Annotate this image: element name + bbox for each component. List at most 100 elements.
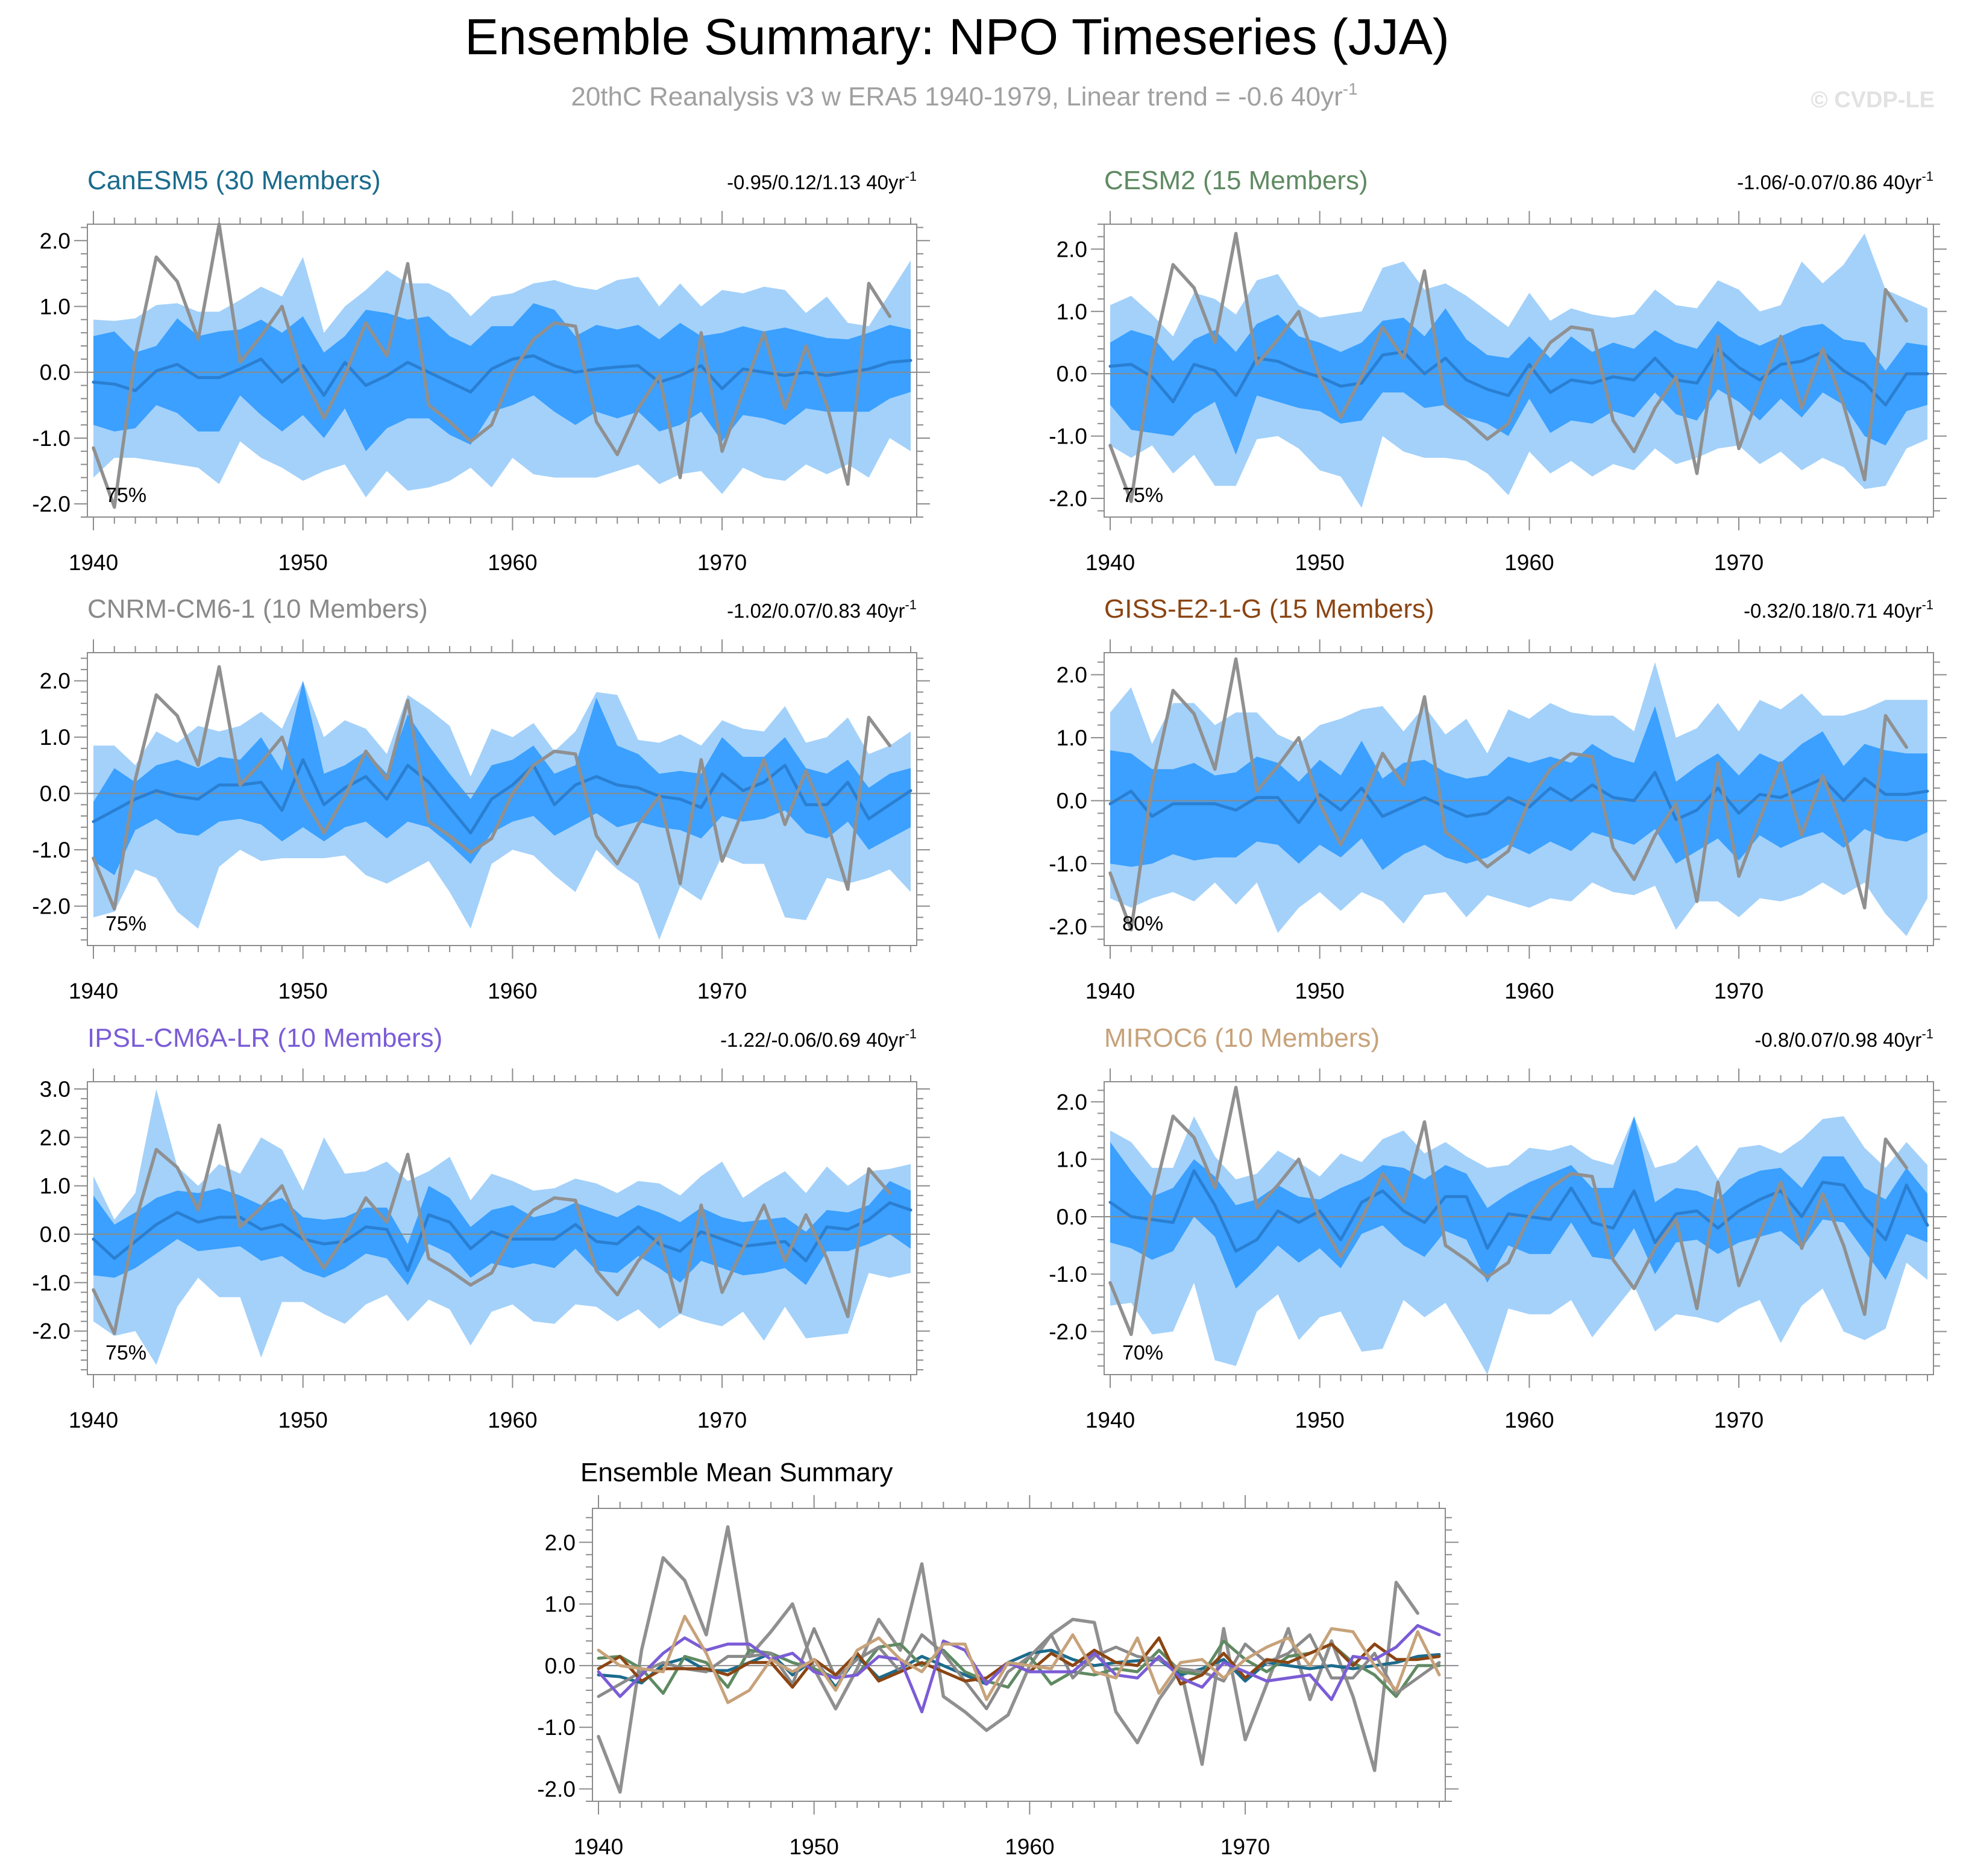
- trend-text: -1.22/-0.06/0.69 40yr: [720, 1029, 905, 1051]
- panels-group: 2.0 1.0 0.0 -1.0 -2.0 1940 1950 1960 1970 CanESM5…: [32, 166, 1947, 1859]
- plot-frame: [1104, 224, 1934, 518]
- x-tick-label: 1940: [1085, 979, 1135, 1003]
- trend-label: -0.95/0.12/1.13 40yr-1: [727, 169, 917, 193]
- y-tick-label: 1.0: [545, 1592, 576, 1617]
- trend-text: -0.8/0.07/0.98 40yr: [1754, 1029, 1921, 1051]
- x-tick-label: 1940: [69, 1408, 118, 1432]
- percentile-label: 75%: [1122, 484, 1163, 507]
- inner-band-area: [93, 1181, 911, 1285]
- y-tick-label: 2.0: [1057, 663, 1087, 688]
- y-tick-label: 0.0: [545, 1654, 576, 1678]
- y-tick-label: -2.0: [1049, 915, 1087, 940]
- observations-line: [92, 665, 891, 911]
- observations-line: [1108, 657, 1908, 932]
- y-tick-label: 2.0: [545, 1530, 576, 1555]
- trend-superscript: -1: [1921, 169, 1933, 184]
- x-tick-label: 1970: [1714, 550, 1764, 575]
- panel-title: CanESM5 (30 Members): [87, 166, 381, 195]
- x-tick-label: 1950: [1295, 979, 1345, 1003]
- y-tick-label: 0.0: [1057, 1205, 1087, 1229]
- chart-panel-cesm2: 2.0 1.0 0.0 -1.0 -2.0 1940 1950 1960 1970 CESM2 (…: [1049, 166, 1947, 575]
- percentile-label: 80%: [1122, 912, 1163, 935]
- figure-title: Ensemble Summary: NPO Timeseries (JJA): [465, 8, 1449, 65]
- y-tick-label: 2.0: [40, 1125, 71, 1150]
- observations-line: [92, 222, 891, 509]
- y-tick-label: -1.0: [1049, 424, 1087, 449]
- subtitle-superscript: -1: [1343, 80, 1358, 98]
- panel-title: GISS-E2-1-G (15 Members): [1104, 594, 1434, 624]
- y-tick-label: -2.0: [1049, 486, 1087, 511]
- y-tick-label: -2.0: [1049, 1320, 1087, 1344]
- plot-frame: [87, 652, 917, 946]
- x-tick-label: 1940: [1085, 1408, 1135, 1432]
- trend-text: -0.32/0.18/0.71 40yr: [1744, 600, 1921, 622]
- trend-label: -0.8/0.07/0.98 40yr-1: [1754, 1026, 1933, 1051]
- trend-superscript: -1: [905, 1026, 917, 1041]
- trend-superscript: -1: [905, 169, 917, 184]
- x-tick-label: 1960: [1005, 1834, 1054, 1859]
- x-tick-label: 1960: [488, 979, 537, 1003]
- x-tick-label: 1940: [1085, 550, 1135, 575]
- y-tick-label: -2.0: [537, 1777, 576, 1802]
- observations-line: [597, 1525, 1419, 1794]
- ensemble-mean-line: [1108, 347, 1929, 407]
- trend-label: -1.02/0.07/0.83 40yr-1: [727, 597, 917, 622]
- x-tick-label: 1960: [1504, 979, 1554, 1003]
- x-tick-label: 1970: [697, 979, 747, 1003]
- x-tick-label: 1940: [69, 979, 118, 1003]
- chart-panel-canesm5: 2.0 1.0 0.0 -1.0 -2.0 1940 1950 1960 1970 CanESM5…: [32, 166, 930, 575]
- y-tick-label: -1.0: [32, 426, 71, 451]
- inner-band-area: [93, 680, 911, 876]
- y-tick-label: -2.0: [32, 1319, 71, 1344]
- panel-title: Ensemble Mean Summary: [580, 1458, 893, 1487]
- panel-title: IPSL-CM6A-LR (10 Members): [87, 1023, 442, 1053]
- y-tick-label: 2.0: [40, 228, 71, 253]
- plot-frame: [592, 1508, 1446, 1802]
- percentile-label: 70%: [1122, 1341, 1163, 1364]
- x-tick-label: 1950: [790, 1834, 839, 1859]
- chart-panel-giss: 2.0 1.0 0.0 -1.0 -2.0 1940 1950 1960 1970 GISS-E2…: [1049, 594, 1947, 1003]
- panel-title: MIROC6 (10 Members): [1104, 1023, 1380, 1053]
- inner-band-area: [1110, 706, 1927, 870]
- percentile-label: 75%: [105, 484, 146, 507]
- y-tick-label: -1.0: [32, 1270, 71, 1295]
- plot-frame: [87, 1081, 917, 1375]
- subtitle-text: 20thC Reanalysis v3 w ERA5 1940-1979, Li…: [571, 82, 1342, 111]
- trend-text: -1.02/0.07/0.83 40yr: [727, 600, 905, 622]
- y-tick-label: -1.0: [1049, 852, 1087, 876]
- panel-title: CESM2 (15 Members): [1104, 166, 1368, 195]
- y-tick-label: 0.0: [1057, 362, 1087, 386]
- x-tick-label: 1940: [574, 1834, 623, 1859]
- x-tick-label: 1970: [697, 1408, 747, 1432]
- observations-line: [92, 1123, 891, 1335]
- trend-label: -1.22/-0.06/0.69 40yr-1: [720, 1026, 917, 1051]
- y-tick-label: -1.0: [537, 1715, 576, 1740]
- y-tick-label: 1.0: [1057, 300, 1087, 324]
- x-tick-label: 1950: [278, 550, 328, 575]
- x-tick-label: 1950: [278, 979, 328, 1003]
- x-tick-label: 1970: [1714, 979, 1764, 1003]
- y-tick-label: -1.0: [1049, 1262, 1087, 1287]
- y-tick-label: 2.0: [40, 669, 71, 694]
- x-tick-label: 1970: [1220, 1834, 1270, 1859]
- y-tick-label: 0.0: [40, 360, 71, 385]
- x-tick-label: 1940: [69, 550, 118, 575]
- x-tick-label: 1960: [1504, 1408, 1554, 1432]
- plot-frame: [87, 224, 917, 518]
- x-tick-label: 1970: [1714, 1408, 1764, 1432]
- y-tick-label: 2.0: [1057, 237, 1087, 262]
- y-tick-label: 2.0: [1057, 1090, 1087, 1114]
- trend-superscript: -1: [1921, 1026, 1933, 1041]
- y-tick-label: 0.0: [40, 1222, 71, 1247]
- trend-label: -0.32/0.18/0.71 40yr-1: [1744, 597, 1933, 622]
- x-tick-label: 1950: [1295, 550, 1345, 575]
- y-tick-label: 1.0: [40, 1174, 71, 1199]
- x-tick-label: 1950: [1295, 1408, 1345, 1432]
- x-tick-label: 1960: [488, 550, 537, 575]
- x-tick-label: 1960: [488, 1408, 537, 1432]
- y-tick-label: 0.0: [40, 782, 71, 806]
- y-tick-label: -2.0: [32, 894, 71, 919]
- x-tick-label: 1960: [1504, 550, 1554, 575]
- ensemble-mean-line: [1108, 771, 1929, 824]
